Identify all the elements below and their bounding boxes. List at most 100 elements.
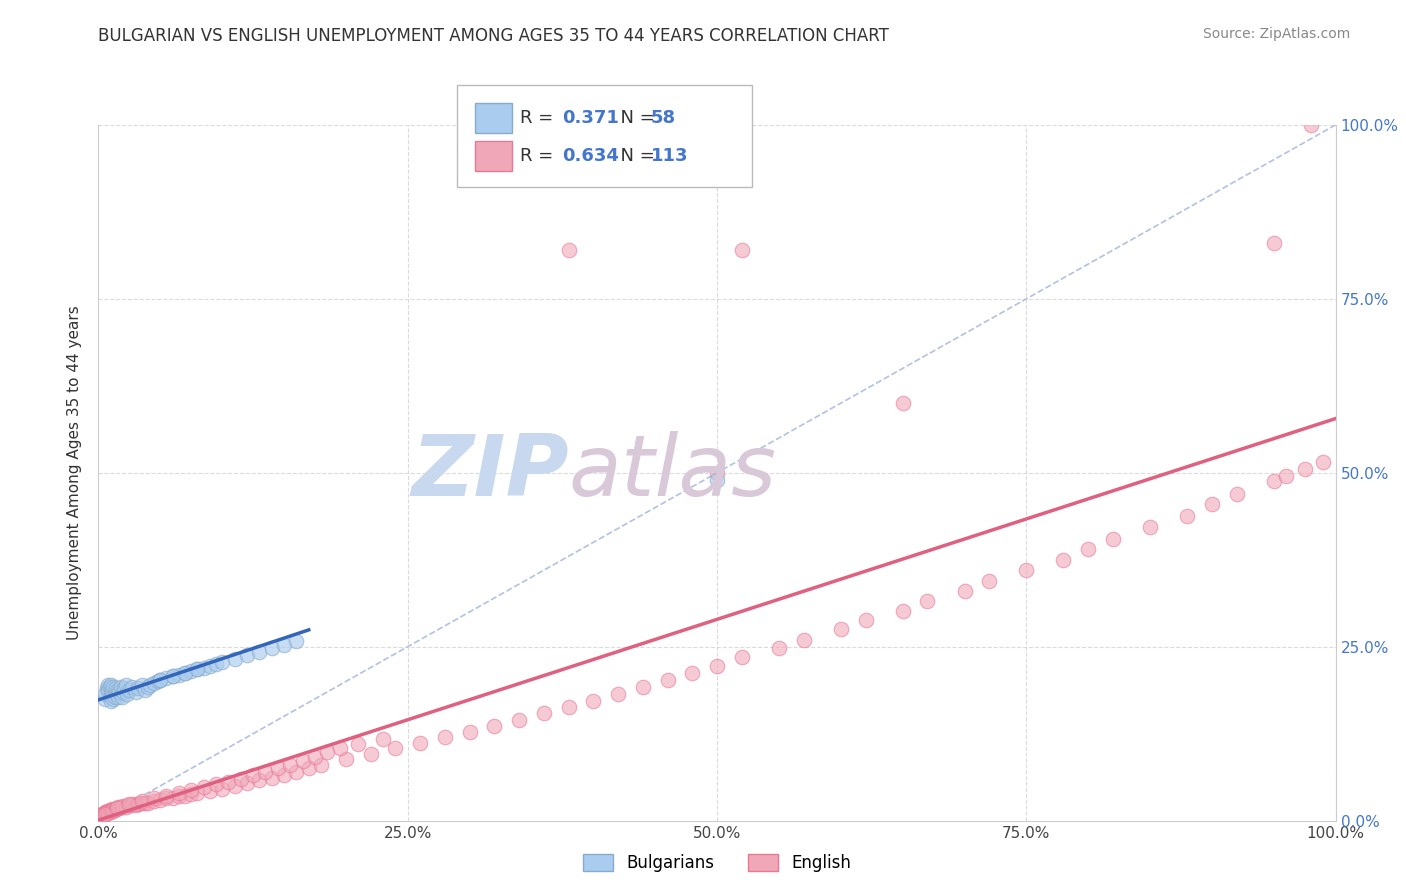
Point — [139, 678, 162, 692]
Point — [155, 671, 177, 685]
Point — [205, 777, 228, 791]
Point — [174, 789, 197, 803]
Point — [107, 682, 129, 697]
Point — [93, 805, 115, 820]
Point — [198, 659, 221, 673]
Point — [236, 648, 259, 662]
Text: N =: N = — [609, 147, 661, 165]
Text: 0.634: 0.634 — [562, 147, 619, 165]
Y-axis label: Unemployment Among Ages 35 to 44 years: Unemployment Among Ages 35 to 44 years — [67, 305, 83, 640]
Point — [114, 799, 136, 814]
Point — [1299, 118, 1322, 132]
Point — [121, 680, 143, 694]
Point — [211, 781, 233, 796]
Point — [273, 638, 295, 652]
Point — [260, 771, 283, 785]
Point — [309, 758, 332, 772]
Point — [143, 676, 166, 690]
Point — [131, 794, 153, 808]
Point — [1312, 455, 1334, 469]
Point — [101, 803, 124, 817]
Point — [731, 650, 754, 665]
Point — [127, 797, 149, 811]
Point — [97, 682, 120, 697]
Point — [100, 803, 122, 817]
Point — [103, 803, 125, 817]
Point — [298, 761, 321, 775]
Point — [129, 796, 152, 810]
Point — [96, 804, 118, 818]
Point — [458, 724, 481, 739]
Point — [217, 774, 239, 789]
Point — [236, 776, 259, 790]
Point — [100, 805, 122, 819]
Point — [793, 632, 815, 647]
Point — [107, 800, 129, 814]
Point — [1275, 469, 1298, 483]
Point — [107, 690, 129, 704]
Point — [110, 800, 132, 814]
Point — [657, 673, 679, 687]
Point — [111, 690, 134, 704]
Point — [105, 687, 128, 701]
Point — [143, 791, 166, 805]
Point — [94, 806, 117, 821]
Text: R =: R = — [520, 109, 560, 127]
Point — [149, 673, 172, 687]
Point — [149, 673, 172, 687]
Point — [98, 804, 121, 818]
Point — [90, 808, 112, 822]
Point — [347, 737, 370, 751]
Point — [409, 736, 432, 750]
Point — [193, 660, 215, 674]
Point — [93, 687, 115, 701]
Point — [180, 787, 202, 801]
Point — [193, 780, 215, 795]
Point — [112, 681, 135, 696]
Point — [167, 786, 190, 800]
Point — [103, 690, 125, 704]
Point — [93, 806, 115, 821]
Text: R =: R = — [520, 147, 560, 165]
Point — [117, 798, 139, 813]
Point — [174, 666, 197, 681]
Point — [162, 790, 184, 805]
Point — [101, 689, 124, 703]
Point — [134, 796, 156, 810]
Point — [114, 678, 136, 692]
Point — [267, 761, 290, 775]
Point — [316, 746, 339, 760]
Point — [103, 803, 125, 817]
Point — [1052, 552, 1074, 567]
Point — [93, 692, 115, 706]
Point — [108, 685, 131, 699]
Point — [155, 791, 177, 805]
Text: BULGARIAN VS ENGLISH UNEMPLOYMENT AMONG AGES 35 TO 44 YEARS CORRELATION CHART: BULGARIAN VS ENGLISH UNEMPLOYMENT AMONG … — [98, 27, 890, 45]
Point — [124, 798, 146, 813]
Point — [891, 603, 914, 617]
Point — [198, 783, 221, 797]
Point — [979, 574, 1001, 588]
Point — [132, 796, 155, 810]
Text: N =: N = — [609, 109, 661, 127]
Point — [186, 662, 208, 676]
Point — [105, 801, 128, 815]
Point — [1175, 508, 1198, 523]
Point — [891, 396, 914, 410]
Point — [1077, 542, 1099, 557]
Point — [917, 594, 939, 608]
Point — [180, 664, 202, 678]
Text: 0.371: 0.371 — [562, 109, 619, 127]
Point — [104, 802, 127, 816]
Point — [94, 805, 117, 820]
Point — [273, 768, 295, 782]
Text: ZIP: ZIP — [411, 431, 568, 515]
Point — [731, 243, 754, 257]
Point — [118, 682, 141, 697]
Point — [242, 768, 264, 782]
Point — [108, 801, 131, 815]
Point — [186, 786, 208, 800]
Point — [1102, 532, 1125, 546]
Point — [167, 667, 190, 681]
Point — [111, 799, 134, 814]
